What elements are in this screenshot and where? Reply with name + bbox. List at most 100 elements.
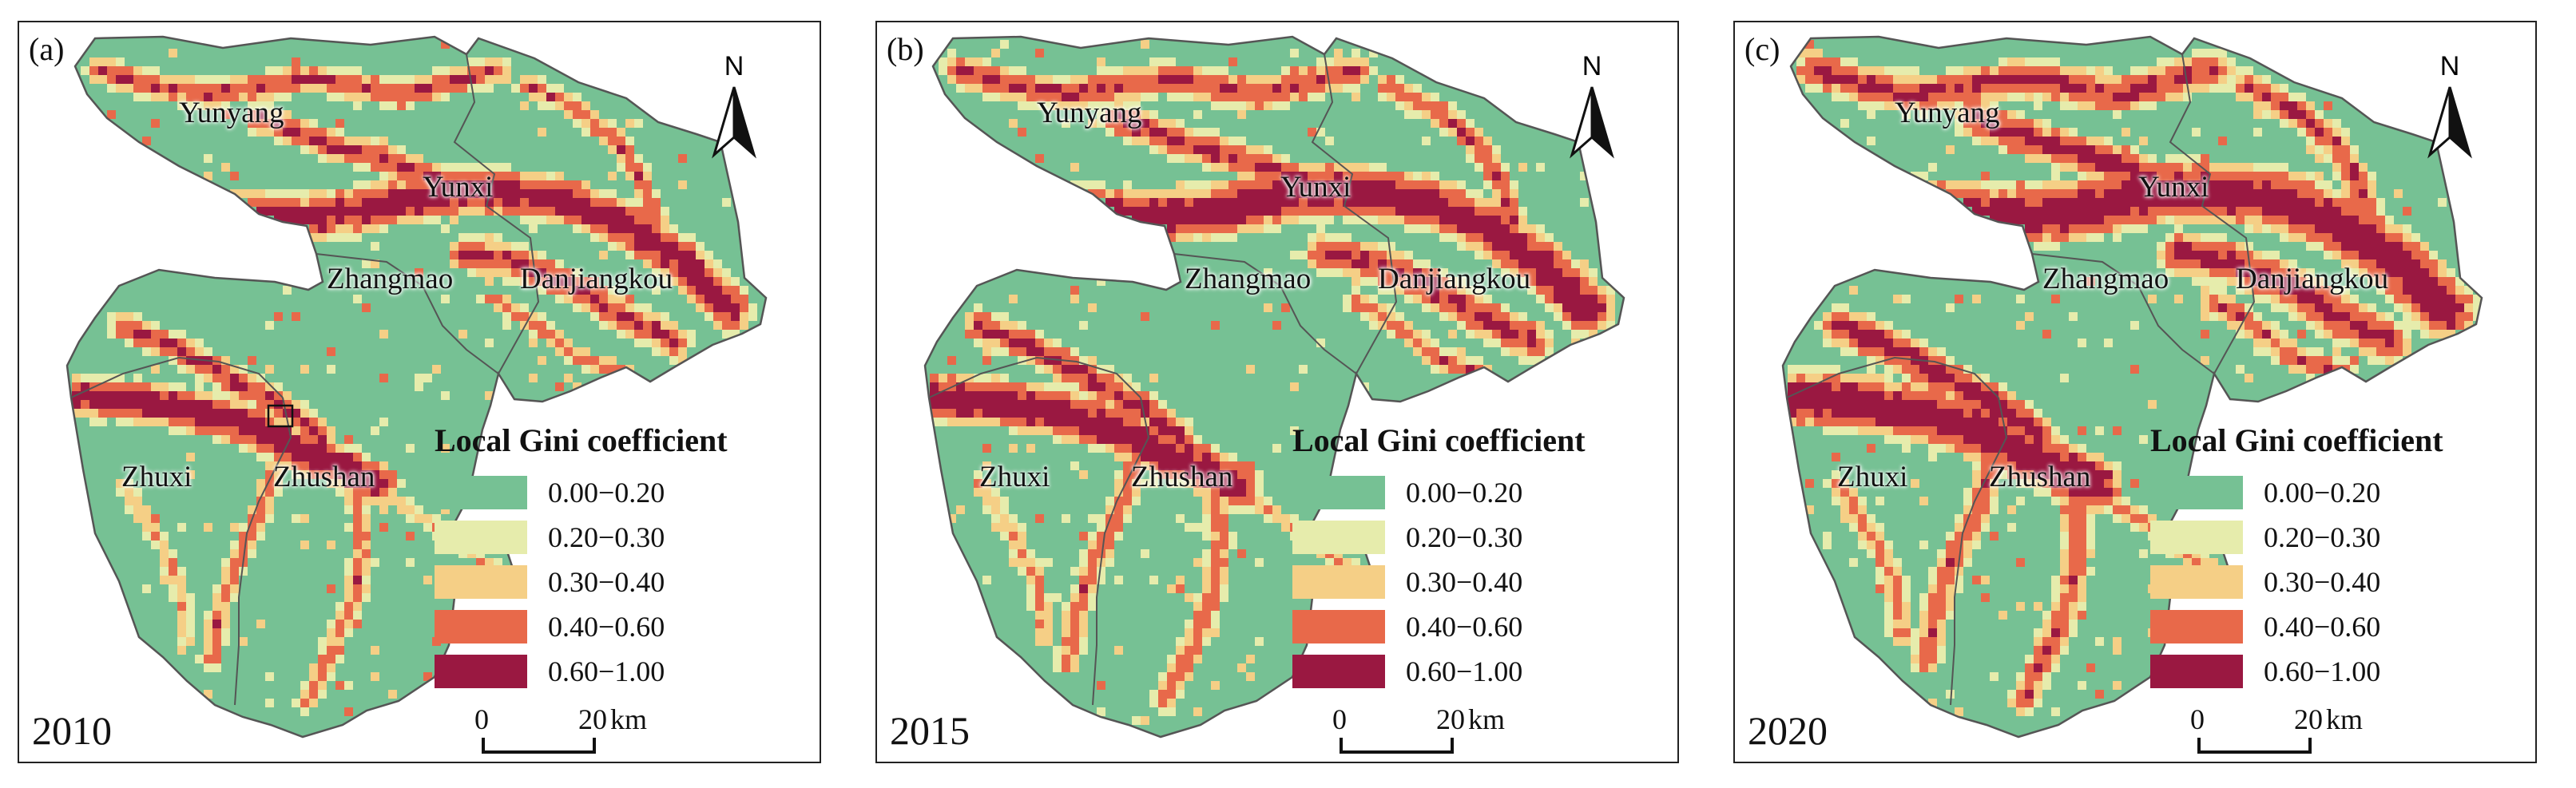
raster-cell	[2315, 128, 2324, 137]
raster-cell	[2165, 84, 2174, 93]
raster-cell	[2201, 312, 2209, 321]
raster-cell	[2086, 154, 2095, 163]
raster-cell	[1149, 66, 1158, 75]
raster-cell	[2007, 207, 2016, 216]
raster-cell	[939, 400, 947, 409]
raster-cell	[1571, 259, 1580, 268]
raster-cell	[564, 93, 573, 101]
raster-cell	[1193, 602, 1202, 611]
raster-cell	[1404, 224, 1413, 233]
raster-cell	[1545, 259, 1554, 268]
raster-cell	[705, 286, 713, 295]
raster-cell	[485, 57, 494, 66]
raster-cell	[2183, 216, 2192, 224]
raster-cell	[590, 312, 599, 321]
raster-cell	[1167, 655, 1176, 663]
raster-cell	[1044, 426, 1053, 435]
raster-cell	[502, 251, 511, 259]
raster-cell	[1981, 101, 1990, 110]
raster-cell	[1316, 339, 1325, 347]
raster-cell	[1149, 198, 1158, 207]
raster-cell	[1105, 101, 1114, 110]
raster-cell	[1035, 637, 1044, 646]
raster-cell	[485, 339, 494, 347]
raster-cell	[142, 584, 151, 593]
raster-cell	[2069, 75, 2078, 84]
raster-cell	[2341, 207, 2350, 216]
raster-cell	[1237, 549, 1246, 558]
raster-cell	[1902, 110, 1911, 119]
raster-cell	[467, 57, 476, 66]
raster-cell	[423, 172, 432, 180]
raster-cell	[1867, 391, 1875, 400]
raster-cell	[1937, 646, 1946, 655]
raster-cell	[1352, 163, 1360, 172]
raster-cell	[1928, 356, 1937, 365]
county-border	[453, 53, 540, 374]
raster-cell	[406, 532, 415, 541]
raster-cell	[2130, 321, 2139, 330]
raster-cell	[379, 180, 388, 189]
raster-cell	[2016, 461, 2025, 470]
raster-cell	[2174, 154, 2183, 163]
raster-cell	[564, 339, 573, 347]
raster-cell	[1246, 470, 1255, 479]
raster-cell	[1220, 154, 1228, 163]
raster-cell	[511, 268, 520, 277]
raster-cell	[2060, 646, 2069, 655]
raster-cell	[2025, 145, 2034, 154]
raster-cell	[1176, 198, 1185, 207]
raster-cell	[2060, 567, 2069, 576]
raster-cell	[388, 216, 397, 224]
raster-cell	[669, 321, 678, 330]
raster-cell	[2016, 66, 2025, 75]
raster-cell	[2016, 558, 2025, 567]
raster-cell	[1955, 707, 1963, 716]
raster-cell	[2341, 242, 2350, 251]
raster-cell	[230, 382, 239, 391]
raster-cell	[1308, 66, 1316, 75]
raster-cell	[371, 672, 379, 681]
raster-cell	[2042, 128, 2051, 137]
raster-cell	[2227, 84, 2236, 93]
raster-cell	[2315, 207, 2324, 216]
raster-cell	[1299, 84, 1308, 93]
raster-cell	[379, 497, 388, 505]
raster-cell	[1422, 198, 1431, 207]
raster-cell	[1972, 400, 1981, 409]
raster-cell	[1176, 435, 1185, 444]
raster-cell	[2218, 277, 2227, 286]
raster-cell	[1158, 681, 1167, 690]
raster-cell	[1998, 426, 2007, 435]
raster-cell	[1510, 312, 1518, 321]
raster-cell	[2139, 207, 2148, 216]
raster-cell	[1466, 189, 1475, 198]
raster-cell	[1928, 400, 1937, 409]
raster-cell	[1097, 418, 1105, 426]
raster-cell	[1439, 286, 1448, 295]
raster-cell	[1062, 84, 1070, 93]
raster-cell	[2315, 242, 2324, 251]
raster-cell	[1518, 207, 1527, 216]
raster-cell	[2113, 426, 2122, 435]
raster-cell	[353, 154, 362, 163]
raster-cell	[1026, 84, 1035, 93]
raster-cell	[617, 303, 625, 312]
raster-cell	[2201, 180, 2209, 189]
raster-cell	[1264, 180, 1272, 189]
raster-cell	[1220, 576, 1228, 584]
raster-cell	[327, 620, 335, 628]
raster-cell	[2332, 145, 2341, 154]
raster-cell	[2403, 321, 2411, 330]
raster-cell	[2183, 172, 2192, 180]
raster-cell	[1378, 180, 1387, 189]
raster-cell	[1858, 426, 1867, 435]
raster-cell	[1928, 93, 1937, 101]
raster-cell	[371, 216, 379, 224]
raster-cell	[1946, 549, 1955, 558]
raster-cell	[1202, 479, 1211, 488]
raster-cell	[265, 453, 274, 461]
raster-cell	[1972, 532, 1981, 541]
raster-cell	[2016, 426, 2025, 435]
raster-cell	[1832, 382, 1840, 391]
